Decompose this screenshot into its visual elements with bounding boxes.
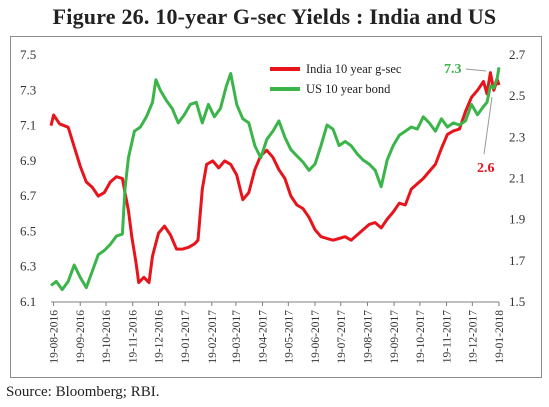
x-axis-tick-label: 19-06-2017 bbox=[310, 310, 322, 364]
left-axis-tick-label: 6.9 bbox=[20, 153, 36, 168]
x-axis-tick-label: 19-09-2016 bbox=[75, 310, 87, 364]
left-axis-tick-label: 7.3 bbox=[20, 82, 36, 97]
right-axis-tick-label: 2.1 bbox=[509, 171, 525, 186]
x-axis-tick-label: 19-03-2017 bbox=[231, 310, 243, 364]
x-axis-tick-label: 19-08-2017 bbox=[362, 310, 374, 364]
x-axis-tick-label: 19-11-2017 bbox=[442, 310, 454, 363]
left-axis-tick-label: 6.3 bbox=[20, 259, 36, 274]
left-axis-tick-label: 6.7 bbox=[20, 188, 37, 203]
x-axis-tick-label: 19-02-2017 bbox=[207, 310, 219, 364]
x-axis-tick-label: 19-10-2017 bbox=[415, 310, 427, 364]
x-axis-tick-label: 19-07-2017 bbox=[336, 310, 348, 364]
left-axis-tick-label: 7.1 bbox=[20, 118, 36, 133]
right-axis-tick-label: 2.5 bbox=[509, 88, 525, 103]
legend-label-india: India 10 year g-sec bbox=[306, 62, 402, 76]
x-axis-tick-label: 19-04-2017 bbox=[258, 310, 270, 364]
right-axis-tick-label: 2.7 bbox=[509, 47, 526, 62]
right-axis-tick-label: 1.5 bbox=[509, 294, 525, 309]
x-axis-tick-label: 19-08-2016 bbox=[49, 310, 61, 364]
legend-label-us: US 10 year bond bbox=[306, 82, 391, 96]
annotation-leader-us bbox=[483, 96, 493, 155]
right-axis-tick-label: 2.3 bbox=[509, 129, 525, 144]
left-axis-tick-label: 6.1 bbox=[20, 294, 36, 309]
x-axis-tick-label: 19-09-2017 bbox=[389, 310, 401, 364]
annotation-leader-india bbox=[465, 68, 487, 72]
x-axis-tick-label: 19-11-2016 bbox=[128, 310, 140, 363]
left-axis-tick-label: 7.5 bbox=[20, 47, 36, 62]
x-axis-tick-label: 19-10-2016 bbox=[101, 310, 113, 364]
right-axis-tick-label: 1.9 bbox=[509, 212, 525, 227]
x-axis-tick-label: 19-05-2017 bbox=[283, 310, 295, 364]
india-yield-line bbox=[49, 71, 501, 285]
right-axis-tick-label: 1.7 bbox=[509, 253, 526, 268]
x-axis-tick-label: 19-01-2018 bbox=[494, 310, 506, 364]
annotation-india-last: 7.3 bbox=[444, 62, 462, 77]
annotation-us-last: 2.6 bbox=[477, 161, 495, 176]
figure-title: Figure 26. 10-year G-sec Yields : India … bbox=[52, 4, 497, 29]
us-yield-line bbox=[50, 67, 501, 292]
x-axis-tick-label: 19-12-2017 bbox=[467, 310, 479, 364]
chart-frame bbox=[10, 36, 542, 378]
source-note: Source: Bloomberg; RBI. bbox=[6, 384, 160, 400]
x-axis-tick-label: 19-01-2017 bbox=[180, 310, 192, 364]
x-axis-tick-label: 19-12-2016 bbox=[153, 310, 165, 364]
left-axis-tick-label: 6.5 bbox=[20, 223, 36, 238]
